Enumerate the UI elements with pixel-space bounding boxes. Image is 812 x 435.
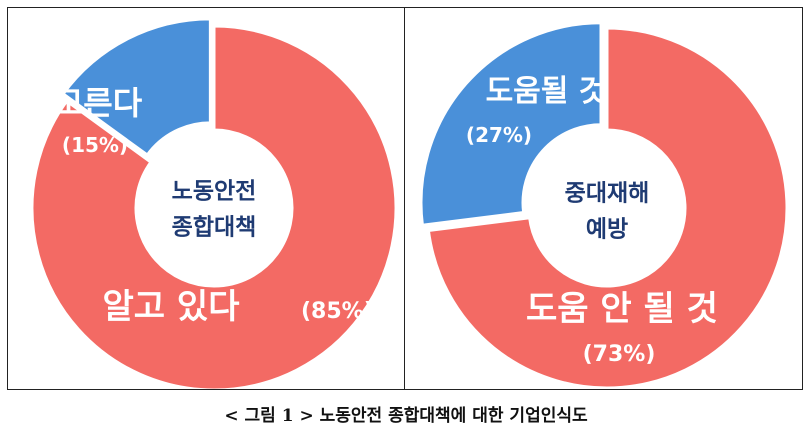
center-label-1-1: 예방 xyxy=(586,217,628,243)
slice-value-1-1: (73%) xyxy=(583,342,656,367)
center-label-0-0: 노동안전 xyxy=(172,179,257,205)
center-label-0-1: 종합대책 xyxy=(172,215,257,241)
slice-1-1 xyxy=(426,26,789,389)
figure-caption: < 그림 1 > 노동안전 종합대책에 대한 기업인식도 xyxy=(224,406,588,426)
slice-label-1-0: 도움될 것 xyxy=(486,74,607,109)
slice-label-0-1: 알고 있다 xyxy=(103,287,240,327)
slice-label-0-0: 모른다 xyxy=(54,84,143,122)
slice-1-0 xyxy=(419,21,603,227)
slice-value-0-1: (85%) xyxy=(301,299,374,324)
slice-value-1-0: (27%) xyxy=(466,123,532,147)
slice-0-0 xyxy=(61,17,212,158)
center-label-1-0: 중대재해 xyxy=(565,181,650,207)
panel-divider xyxy=(404,8,405,389)
slice-label-1-1: 도움 안 될 것 xyxy=(526,289,718,329)
slice-0-1 xyxy=(30,24,398,389)
slice-value-0-0: (15%) xyxy=(62,133,128,157)
